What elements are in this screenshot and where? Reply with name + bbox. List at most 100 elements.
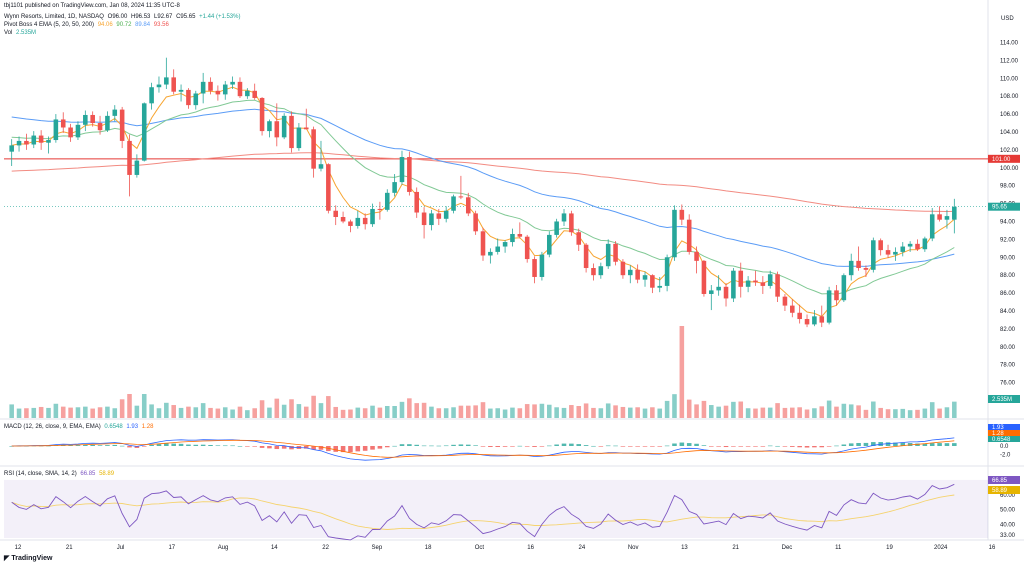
candle-body xyxy=(267,121,272,132)
candle-body xyxy=(97,123,103,131)
macd-histogram-bar xyxy=(841,444,847,446)
volume-bar xyxy=(311,395,316,418)
ema-title[interactable]: Pivot Boss 4 EMA (5, 20, 50, 200) xyxy=(4,22,95,28)
candle-body xyxy=(782,296,788,306)
volume-bar xyxy=(576,406,582,418)
candle-body xyxy=(274,121,280,138)
x-tick-label: Sep xyxy=(371,545,382,551)
macd-histogram-bar xyxy=(812,446,817,448)
candle-body xyxy=(245,90,250,97)
candle-body xyxy=(767,274,773,286)
macd-histogram-bar xyxy=(834,445,839,447)
macd-histogram-bar xyxy=(97,445,103,446)
candle-body xyxy=(863,268,869,270)
macd-histogram-bar xyxy=(893,442,898,446)
macd-histogram-bar xyxy=(569,443,574,446)
macd-histogram-bar xyxy=(561,443,567,446)
ema-50-value: 89.84 xyxy=(135,22,151,28)
volume-bar xyxy=(141,394,147,418)
candle-body xyxy=(164,77,169,85)
rsi-ma-value: 58.89 xyxy=(99,471,115,477)
ema-5-line xyxy=(11,86,955,318)
volume-bar xyxy=(333,406,338,418)
volume-bar xyxy=(208,407,213,418)
volume-bar xyxy=(362,408,368,418)
macd-line xyxy=(11,437,955,461)
price-tick-label: 110.00 xyxy=(1000,76,1019,82)
rsi-title[interactable]: RSI (14, close, SMA, 14, 2) xyxy=(4,471,77,477)
candle-body xyxy=(407,157,412,192)
volume-bar xyxy=(429,406,434,418)
macd-histogram-bar xyxy=(539,446,545,447)
last-price-tag-label: 95.65 xyxy=(992,205,1008,211)
candle-body xyxy=(105,115,110,131)
x-tick-label: 2024 xyxy=(934,545,948,551)
candle-body xyxy=(937,214,942,220)
resistance-tag-label: 101.00 xyxy=(992,157,1011,163)
x-tick-label: 11 xyxy=(835,545,842,551)
macd-histogram-bar xyxy=(105,445,110,446)
candle-body xyxy=(745,280,751,287)
ema-20-line xyxy=(11,99,955,295)
candle-body xyxy=(672,209,677,258)
volume-bar xyxy=(532,404,537,418)
volume-bar xyxy=(701,400,707,418)
macd-histogram-bar xyxy=(723,446,729,448)
candle-body xyxy=(16,140,22,146)
macd-histogram-bar xyxy=(664,445,670,447)
volume-bar xyxy=(672,394,677,418)
volume-bar xyxy=(318,403,324,418)
x-tick-label: 14 xyxy=(271,545,278,551)
volume-title[interactable]: Vol xyxy=(4,30,13,36)
macd-histogram-bar xyxy=(186,444,191,446)
volume-bar xyxy=(524,404,530,418)
candle-body xyxy=(252,90,257,98)
volume-bar xyxy=(53,403,59,418)
macd-histogram-bar xyxy=(119,445,125,447)
price-tick-label: 80.00 xyxy=(1000,345,1016,351)
macd-histogram-bar xyxy=(731,446,736,447)
volume-bar xyxy=(473,405,478,418)
macd-histogram-bar xyxy=(480,446,486,447)
macd-histogram-bar xyxy=(274,446,280,450)
macd-histogram-bar xyxy=(252,446,257,447)
macd-histogram-bar xyxy=(414,444,420,446)
volume-bar xyxy=(237,406,243,418)
candle-body xyxy=(237,81,243,97)
candle-body xyxy=(738,270,744,287)
macd-histogram-bar xyxy=(863,442,869,446)
candle-body xyxy=(38,135,44,143)
volume-bar xyxy=(407,398,412,418)
rsi-ma-line xyxy=(11,494,955,530)
rsi-line xyxy=(11,483,955,541)
candle-body xyxy=(171,77,176,92)
published-line: tbj1101 published on TradingView.com, Ja… xyxy=(4,3,180,9)
candle-body xyxy=(318,164,324,169)
macd-histogram-bar xyxy=(421,445,427,447)
symbol-name[interactable]: Wynn Resorts, Limited, 1D, NASDAQ xyxy=(4,14,104,20)
price-tick-label: 90.00 xyxy=(1000,255,1016,261)
macd-histogram-bar xyxy=(303,446,309,449)
x-tick-label: 22 xyxy=(322,545,329,551)
volume-bar xyxy=(267,407,272,418)
candle-body xyxy=(871,240,876,270)
macd-histogram-bar xyxy=(650,446,655,447)
volume-bar xyxy=(31,407,37,418)
volume-bar xyxy=(745,408,751,418)
volume-bar xyxy=(767,407,773,418)
ema-50-line xyxy=(11,108,955,267)
price-tick-label: 84.00 xyxy=(1000,309,1016,315)
volume-bar xyxy=(871,401,876,418)
ohlc-high: H96.53 xyxy=(131,14,151,20)
macd-histogram-bar xyxy=(156,444,162,446)
macd-title[interactable]: MACD (12, 26, close, 9, EMA, EMA) xyxy=(4,424,101,430)
candle-body xyxy=(362,217,368,225)
volume-bar xyxy=(289,399,294,418)
macd-histogram-bar xyxy=(362,446,368,451)
volume-bar xyxy=(885,409,891,418)
volume-bar xyxy=(421,402,427,418)
x-tick-label: Aug xyxy=(218,545,229,551)
tv-icon: ◤ xyxy=(4,555,10,562)
volume-bar xyxy=(753,408,758,418)
